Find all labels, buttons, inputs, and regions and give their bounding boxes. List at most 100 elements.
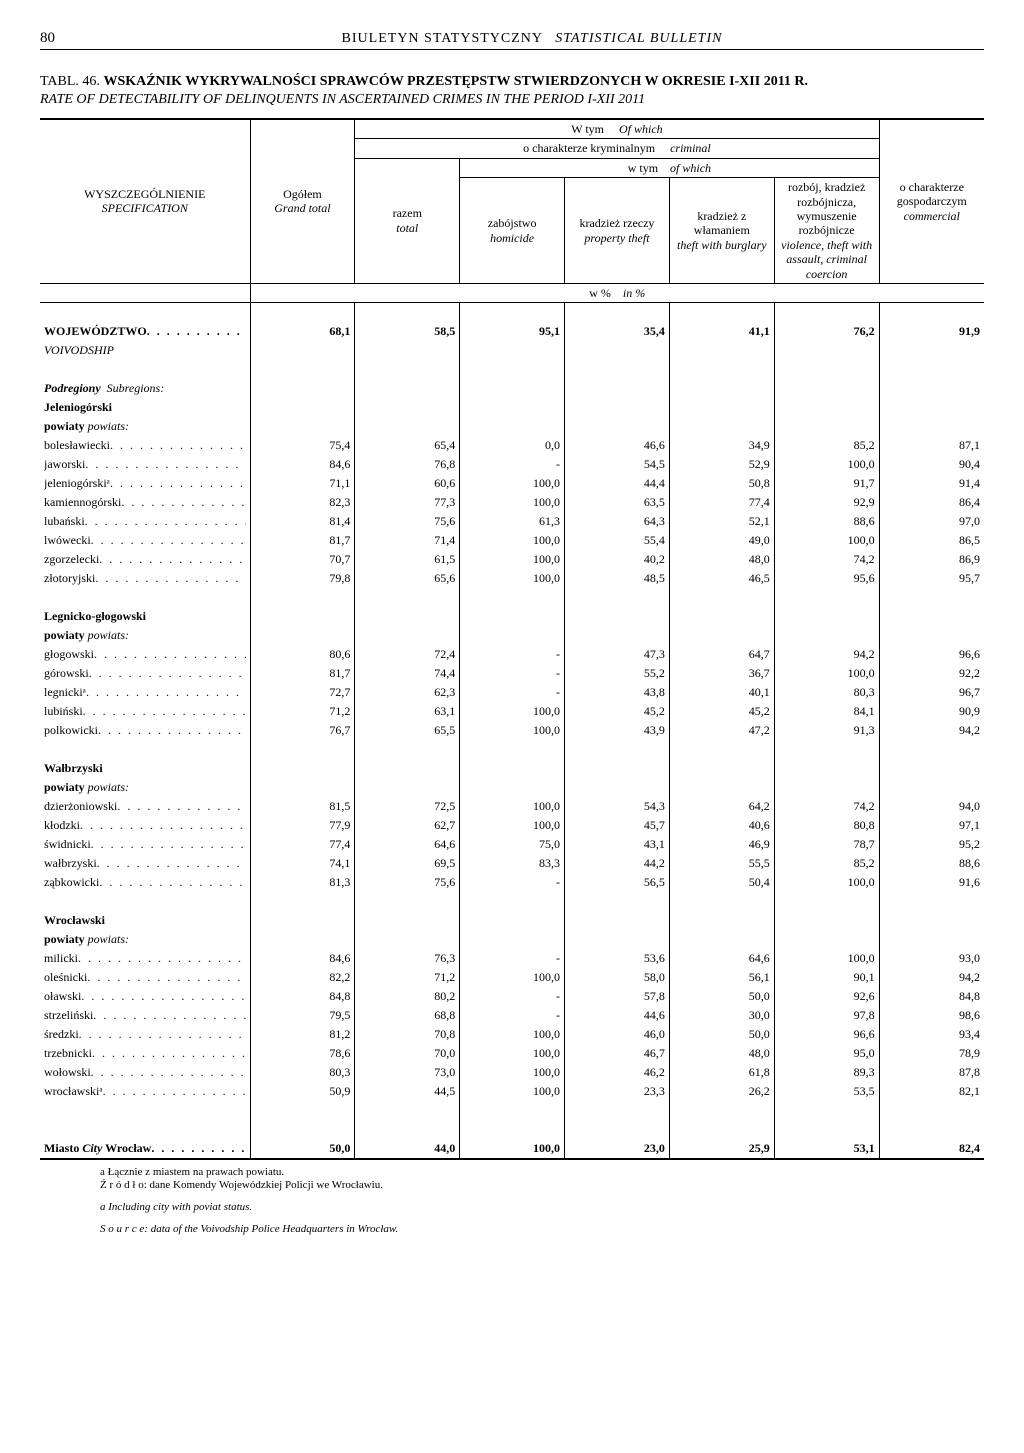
data-cell: 90,9 [879,702,984,721]
data-cell: 50,9 [250,1082,355,1101]
data-cell [669,417,774,436]
data-cell [355,892,460,911]
data-cell: 72,5 [355,797,460,816]
data-cell [669,1120,774,1139]
data-cell: 84,8 [879,987,984,1006]
data-cell: 86,5 [879,531,984,550]
data-cell: 97,0 [879,512,984,531]
data-cell: 64,2 [669,797,774,816]
data-cell [879,398,984,417]
data-cell: 92,9 [774,493,879,512]
data-cell: 76,8 [355,455,460,474]
data-cell [879,759,984,778]
data-cell: 43,9 [565,721,670,740]
table-row [40,1101,984,1120]
table-row: milicki84,676,3-53,664,6100,093,0 [40,949,984,968]
data-cell [565,1120,670,1139]
data-cell: 81,5 [250,797,355,816]
data-cell: 86,9 [879,550,984,569]
page-number: 80 [40,30,80,47]
data-cell: 55,5 [669,854,774,873]
row-label: głogowski [40,645,250,664]
footnote-a-en: a Including city with poviat status. [100,1201,984,1213]
data-cell [669,1101,774,1120]
data-cell: 65,4 [355,436,460,455]
data-cell [565,417,670,436]
footnote-a-pl: a Łącznie z miastem na prawach powiatu. [100,1166,984,1178]
data-cell [355,398,460,417]
data-cell: 50,8 [669,474,774,493]
table-row: Wałbrzyski [40,759,984,778]
data-cell: 91,9 [879,322,984,341]
data-cell: 95,2 [879,835,984,854]
data-cell [774,1120,879,1139]
data-cell: 100,0 [460,550,565,569]
table-row: powiaty powiats: [40,626,984,645]
row-label: milicki [40,949,250,968]
data-cell [879,303,984,323]
data-cell: 71,2 [355,968,460,987]
data-cell: 45,7 [565,816,670,835]
data-cell [879,1120,984,1139]
data-cell [879,588,984,607]
data-cell [355,911,460,930]
table-head: WYSZCZEGÓLNIENIE SPECIFICATION Ogółem Gr… [40,119,984,303]
data-cell: 72,4 [355,645,460,664]
data-cell [250,303,355,323]
table-row: głogowski80,672,4-47,364,794,296,6 [40,645,984,664]
data-cell [250,588,355,607]
table-row: Jeleniogórski [40,398,984,417]
data-cell: 56,5 [565,873,670,892]
data-cell: 82,2 [250,968,355,987]
data-cell: 91,6 [879,873,984,892]
data-cell [669,740,774,759]
data-cell [460,607,565,626]
data-cell: 74,4 [355,664,460,683]
data-cell [669,341,774,360]
data-cell: 91,3 [774,721,879,740]
row-label: Jeleniogórski [40,398,250,417]
table-row: oleśnicki82,271,2100,058,056,190,194,2 [40,968,984,987]
data-cell: 52,1 [669,512,774,531]
data-cell: 84,6 [250,949,355,968]
table-row: bolesławiecki75,465,40,046,634,985,287,1 [40,436,984,455]
data-cell: 82,3 [250,493,355,512]
data-cell [774,303,879,323]
data-cell [774,1101,879,1120]
data-cell [250,740,355,759]
data-cell [250,341,355,360]
data-cell [565,341,670,360]
title-pl-text: WSKAŹNIK WYKRYWALNOŚCI SPRAWCÓW PRZESTĘP… [103,74,808,89]
row-label: świdnicki [40,835,250,854]
data-cell: - [460,664,565,683]
row-label: oławski [40,987,250,1006]
data-cell [565,778,670,797]
data-cell: 70,7 [250,550,355,569]
table-title-pl: TABL. 46. WSKAŹNIK WYKRYWALNOŚCI SPRAWCÓ… [40,74,984,90]
data-cell: 97,8 [774,1006,879,1025]
data-cell: 95,0 [774,1044,879,1063]
row-label: górowski [40,664,250,683]
table-row: wałbrzyski74,169,583,344,255,585,288,6 [40,854,984,873]
row-label: powiaty powiats: [40,778,250,797]
data-cell: 63,1 [355,702,460,721]
table-row: powiaty powiats: [40,417,984,436]
data-cell: - [460,645,565,664]
data-cell [355,759,460,778]
table-body: WOJEWÓDZTWO68,158,595,135,441,176,291,9V… [40,303,984,1160]
data-cell: 95,1 [460,322,565,341]
data-cell: 50,4 [669,873,774,892]
data-cell [355,626,460,645]
data-cell [669,626,774,645]
data-cell [250,911,355,930]
data-cell: 65,5 [355,721,460,740]
data-cell [460,778,565,797]
data-cell: 75,4 [250,436,355,455]
data-cell [355,740,460,759]
row-label: lubiński [40,702,250,721]
row-label: dzierżoniowski [40,797,250,816]
data-cell: 40,2 [565,550,670,569]
data-cell: 76,7 [250,721,355,740]
data-cell: 36,7 [669,664,774,683]
col-criminal: o charakterze kryminalnym criminal [355,139,879,158]
